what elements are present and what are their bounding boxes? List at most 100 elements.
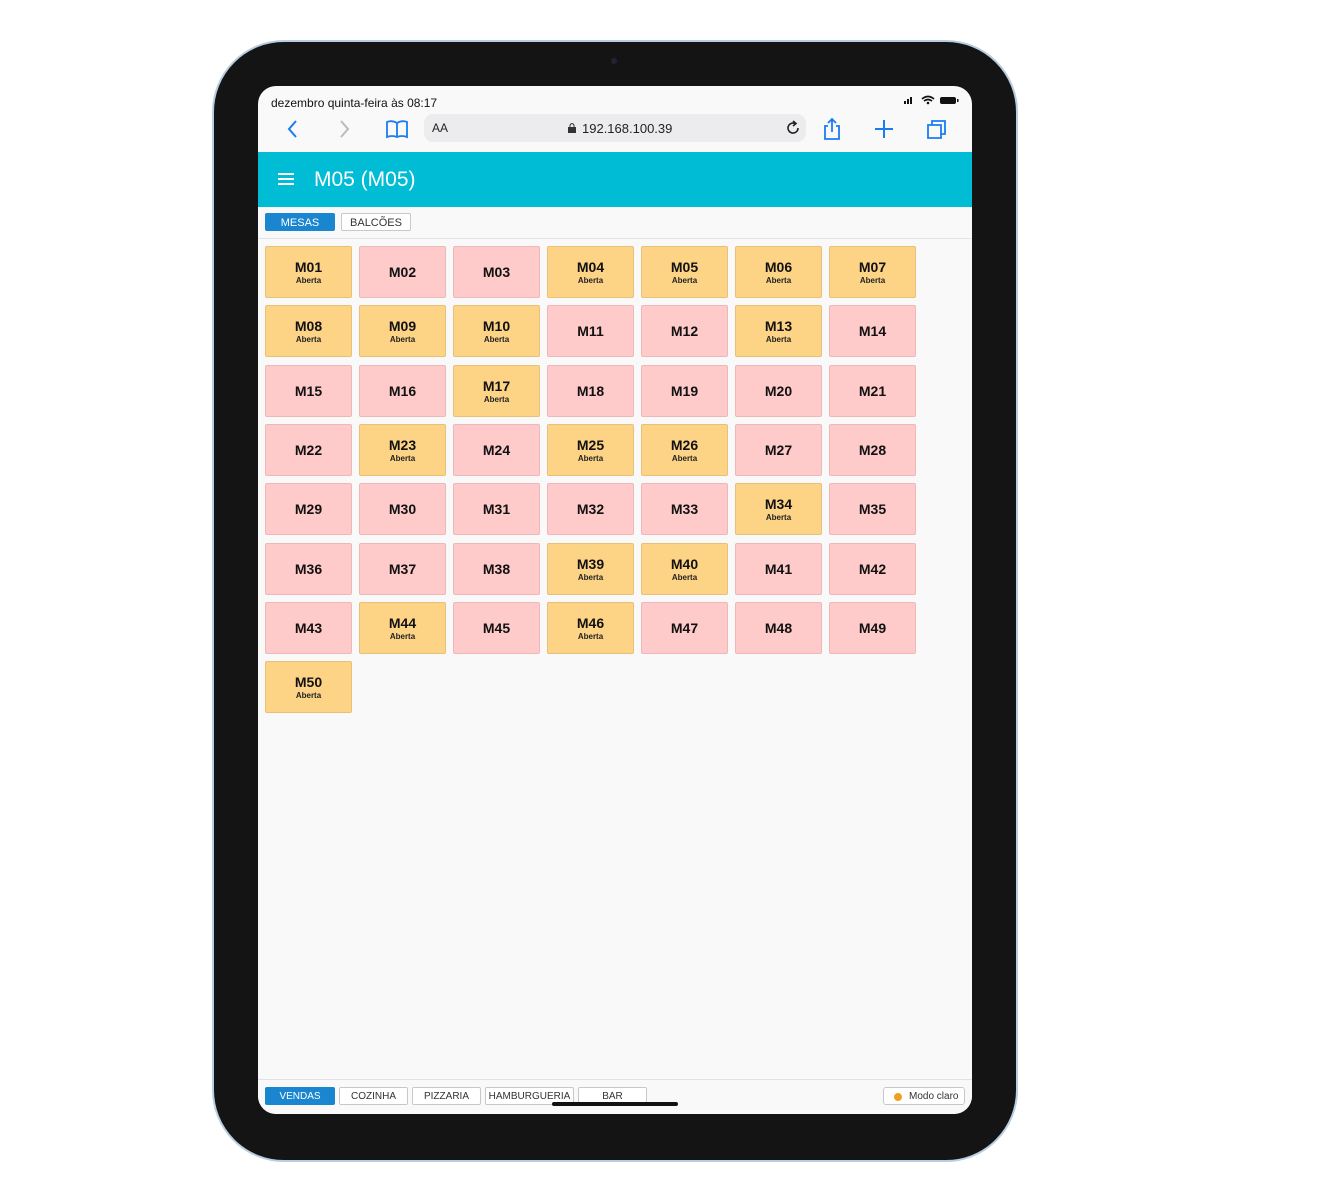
table-tile[interactable]: M35	[829, 483, 916, 536]
table-tile[interactable]: M36	[265, 542, 352, 595]
table-label: M35	[858, 501, 887, 518]
theme-button[interactable]: Modo claro	[883, 1087, 965, 1105]
browser-nav	[287, 120, 408, 139]
bookmarks-button[interactable]	[386, 120, 408, 139]
table-tile[interactable]: M08 Aberta	[265, 305, 352, 358]
table-tile[interactable]: M07 Aberta	[829, 246, 916, 298]
table-label: M27	[764, 441, 793, 458]
table-label: M46	[576, 614, 605, 631]
table-label: M30	[388, 501, 417, 518]
home-indicator	[552, 1102, 678, 1106]
back-button[interactable]	[287, 120, 297, 138]
table-tile[interactable]: M11	[547, 305, 634, 358]
table-label: M34	[764, 496, 793, 513]
table-tile[interactable]: M09 Aberta	[359, 305, 446, 358]
table-tile[interactable]: M14	[829, 305, 916, 358]
table-status: Aberta	[295, 276, 322, 285]
table-label: M24	[482, 441, 511, 458]
table-label: M03	[482, 264, 511, 280]
table-tile[interactable]: M01 Aberta	[265, 246, 352, 298]
table-tile[interactable]: M26 Aberta	[641, 423, 728, 476]
share-button[interactable]	[824, 117, 840, 140]
table-tile[interactable]: M48	[735, 601, 822, 654]
table-tile[interactable]: M23 Aberta	[359, 423, 446, 476]
menu-button[interactable]	[277, 172, 295, 186]
table-label: M07	[858, 259, 887, 275]
table-tile[interactable]: M37	[359, 542, 446, 595]
footer-tab[interactable]: COZINHA	[339, 1087, 408, 1105]
table-status: Aberta	[483, 394, 510, 404]
table-tile[interactable]: M34 Aberta	[735, 483, 822, 536]
table-tile[interactable]: M19	[641, 364, 728, 417]
forward-button[interactable]	[340, 120, 350, 138]
new-tab-button[interactable]	[875, 120, 893, 138]
table-label: M04	[576, 259, 605, 275]
table-label: M39	[576, 555, 605, 572]
table-tile[interactable]: M03	[453, 246, 540, 298]
table-tile[interactable]: M12	[641, 305, 728, 358]
table-tile[interactable]: M18	[547, 364, 634, 417]
table-status: Aberta	[295, 335, 322, 345]
table-label: M25	[576, 436, 605, 453]
table-tile[interactable]: M42	[829, 542, 916, 595]
table-status: Aberta	[671, 276, 698, 285]
table-tile[interactable]: M47	[641, 601, 728, 654]
theme-icon	[894, 1093, 902, 1101]
page-title: M05 (M05)	[314, 168, 416, 191]
table-tile[interactable]: M40 Aberta	[641, 542, 728, 595]
footer-tab[interactable]: HAMBURGUERIA	[485, 1087, 574, 1105]
table-tile[interactable]: M17 Aberta	[453, 364, 540, 417]
table-label: M40	[670, 555, 699, 572]
table-tile[interactable]: M06 Aberta	[735, 246, 822, 298]
address-bar[interactable]: AA 192.168.100.39	[424, 114, 806, 142]
table-tile[interactable]: M20	[735, 364, 822, 417]
table-tile[interactable]: M29	[265, 483, 352, 536]
table-label: M45	[482, 619, 511, 636]
table-status: Aberta	[389, 335, 416, 345]
table-label: M18	[576, 382, 605, 399]
table-status: Aberta	[671, 572, 698, 582]
table-label: M36	[294, 560, 323, 577]
table-tile[interactable]: M43	[265, 601, 352, 654]
table-tile[interactable]: M38	[453, 542, 540, 595]
footer-tab[interactable]: VENDAS	[265, 1087, 335, 1105]
table-tile[interactable]: M28	[829, 423, 916, 476]
reader-button[interactable]: AA	[432, 121, 449, 135]
table-tile[interactable]: M39 Aberta	[547, 542, 634, 595]
table-status: Aberta	[859, 276, 886, 285]
table-tile[interactable]: M15	[265, 364, 352, 417]
table-label: M47	[670, 619, 699, 636]
table-tile[interactable]: M41	[735, 542, 822, 595]
tab[interactable]: MESAS	[265, 213, 335, 231]
table-tile[interactable]: M27	[735, 423, 822, 476]
table-tile[interactable]: M50 Aberta	[265, 661, 352, 714]
table-tile[interactable]: M44 Aberta	[359, 601, 446, 654]
table-tile[interactable]: M33	[641, 483, 728, 536]
footer-tab[interactable]: PIZZARIA	[412, 1087, 481, 1105]
table-tile[interactable]: M02	[359, 246, 446, 298]
table-tile[interactable]: M13 Aberta	[735, 305, 822, 358]
url: 192.168.100.39	[582, 121, 673, 136]
tab[interactable]: BALCÕES	[341, 213, 411, 231]
tabs-button[interactable]	[927, 120, 946, 139]
table-tile[interactable]: M32	[547, 483, 634, 536]
table-tile[interactable]: M46 Aberta	[547, 601, 634, 654]
table-tile[interactable]: M05 Aberta	[641, 246, 728, 298]
table-label: M32	[576, 501, 605, 518]
reload-button[interactable]	[784, 119, 802, 137]
lock-icon	[568, 123, 576, 133]
table-tile[interactable]: M22	[265, 423, 352, 476]
table-tile[interactable]: M04 Aberta	[547, 246, 634, 298]
table-label: M12	[670, 323, 699, 340]
table-label: M13	[764, 318, 793, 335]
table-tile[interactable]: M30	[359, 483, 446, 536]
table-tile[interactable]: M21	[829, 364, 916, 417]
table-tile[interactable]: M24	[453, 423, 540, 476]
table-tile[interactable]: M25 Aberta	[547, 423, 634, 476]
table-tile[interactable]: M10 Aberta	[453, 305, 540, 358]
table-tile[interactable]: M49	[829, 601, 916, 654]
table-tile[interactable]: M16	[359, 364, 446, 417]
table-tile[interactable]: M31	[453, 483, 540, 536]
table-tile[interactable]: M45	[453, 601, 540, 654]
